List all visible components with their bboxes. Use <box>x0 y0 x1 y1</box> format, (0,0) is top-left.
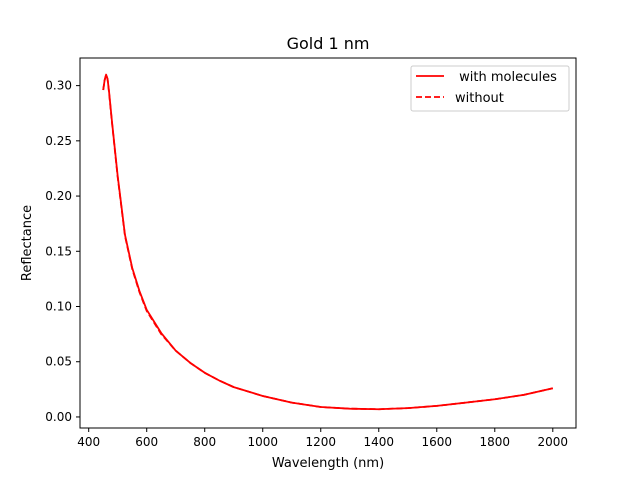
legend-label-with-molecules: with molecules <box>455 70 557 85</box>
y-tick-label: 0.25 <box>45 134 72 148</box>
x-tick-label: 1600 <box>421 435 452 449</box>
x-tick-label: 1400 <box>363 435 394 449</box>
y-tick-label: 0.30 <box>45 79 72 93</box>
x-tick-label: 1800 <box>480 435 511 449</box>
chart-title: Gold 1 nm <box>287 34 370 53</box>
y-tick-label: 0.15 <box>45 244 72 258</box>
legend: with molecules without <box>410 65 570 112</box>
x-tick-label: 600 <box>135 435 158 449</box>
series-line-with-molecules <box>102 73 554 411</box>
x-tick-label: 400 <box>77 435 100 449</box>
series-line-without <box>102 73 554 411</box>
y-axis-label: Reflectance <box>20 205 35 281</box>
y-axis: 0.00 0.05 0.10 0.15 0.20 0.25 0.30 <box>45 79 80 424</box>
x-tick-label: 2000 <box>538 435 569 449</box>
y-tick-label: 0.05 <box>45 355 72 369</box>
x-tick-label: 1200 <box>305 435 336 449</box>
plot-lines <box>102 73 554 411</box>
plot-frame <box>79 57 577 429</box>
x-axis: 400 600 800 1000 1200 1400 1600 1800 2000 <box>77 428 568 449</box>
y-tick-label: 0.10 <box>45 300 72 314</box>
y-tick-label: 0.20 <box>45 189 72 203</box>
x-tick-label: 1000 <box>247 435 278 449</box>
legend-box <box>410 65 570 112</box>
x-tick-label: 800 <box>193 435 216 449</box>
x-axis-label: Wavelength (nm) <box>272 456 384 471</box>
y-tick-label: 0.00 <box>45 410 72 424</box>
legend-label-without: without <box>455 91 504 106</box>
